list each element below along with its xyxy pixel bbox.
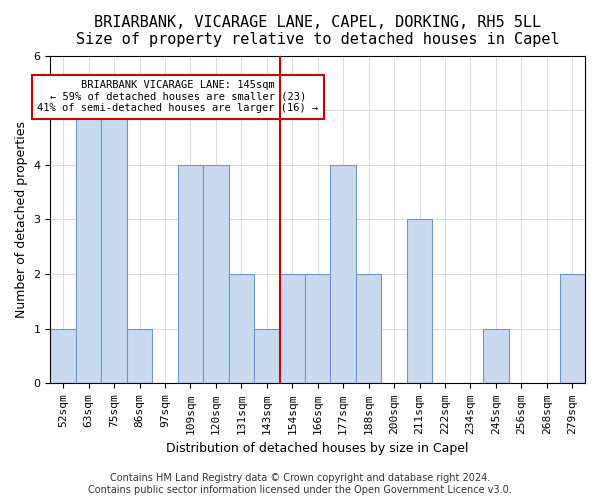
- Bar: [280, 274, 305, 384]
- Y-axis label: Number of detached properties: Number of detached properties: [15, 121, 28, 318]
- Text: Contains HM Land Registry data © Crown copyright and database right 2024.
Contai: Contains HM Land Registry data © Crown c…: [88, 474, 512, 495]
- Bar: [229, 274, 254, 384]
- Bar: [254, 329, 280, 384]
- Bar: [407, 220, 432, 384]
- Bar: [127, 329, 152, 384]
- Text: BRIARBANK VICARAGE LANE: 145sqm
← 59% of detached houses are smaller (23)
41% of: BRIARBANK VICARAGE LANE: 145sqm ← 59% of…: [37, 80, 319, 114]
- Bar: [76, 110, 101, 384]
- Bar: [483, 329, 509, 384]
- Bar: [356, 274, 382, 384]
- Bar: [203, 165, 229, 384]
- Bar: [50, 329, 76, 384]
- Bar: [305, 274, 331, 384]
- Bar: [560, 274, 585, 384]
- Bar: [101, 110, 127, 384]
- Title: BRIARBANK, VICARAGE LANE, CAPEL, DORKING, RH5 5LL
Size of property relative to d: BRIARBANK, VICARAGE LANE, CAPEL, DORKING…: [76, 15, 560, 48]
- Bar: [178, 165, 203, 384]
- X-axis label: Distribution of detached houses by size in Capel: Distribution of detached houses by size …: [166, 442, 469, 455]
- Bar: [331, 165, 356, 384]
